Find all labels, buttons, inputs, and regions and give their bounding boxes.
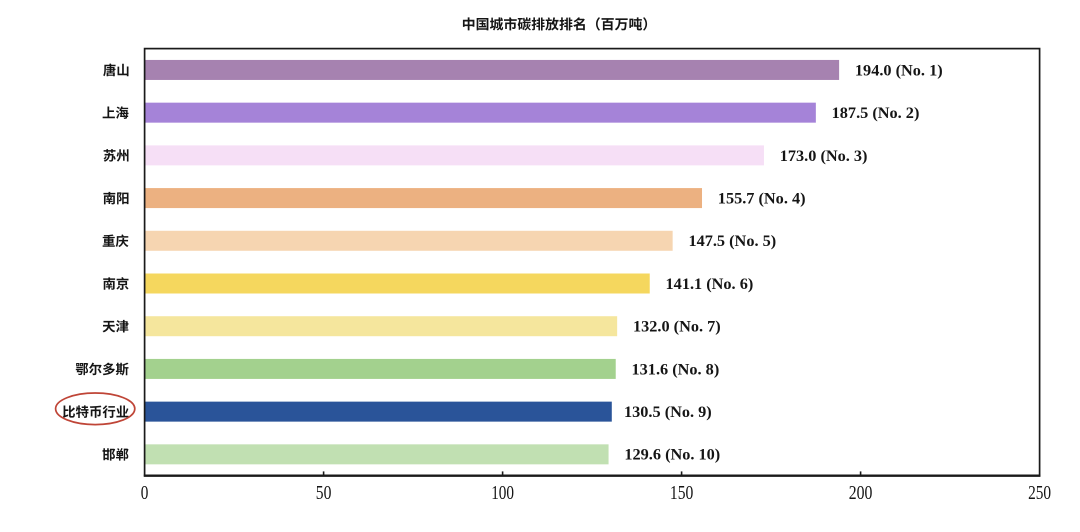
svg-text:200: 200 [849, 482, 873, 504]
svg-text:100: 100 [491, 482, 514, 504]
svg-text:147.5 (No. 5): 147.5 (No. 5) [688, 231, 776, 250]
svg-text:131.6 (No. 8): 131.6 (No. 8) [632, 359, 720, 378]
svg-text:155.7 (No. 4): 155.7 (No. 4) [718, 188, 806, 207]
svg-text:141.1 (No. 6): 141.1 (No. 6) [666, 274, 754, 293]
svg-text:150: 150 [670, 482, 693, 504]
svg-text:173.0 (No. 3): 173.0 (No. 3) [780, 146, 868, 165]
svg-text:194.0 (No. 1): 194.0 (No. 1) [855, 60, 943, 79]
svg-text:129.6 (No. 10): 129.6 (No. 10) [624, 445, 720, 464]
svg-text:187.5 (No. 2): 187.5 (No. 2) [832, 103, 920, 122]
svg-text:0: 0 [141, 482, 149, 504]
svg-text:250: 250 [1028, 482, 1051, 504]
svg-text:130.5 (No. 9): 130.5 (No. 9) [624, 402, 712, 421]
svg-text:132.0 (No. 7): 132.0 (No. 7) [633, 317, 721, 336]
svg-text:50: 50 [316, 482, 332, 504]
